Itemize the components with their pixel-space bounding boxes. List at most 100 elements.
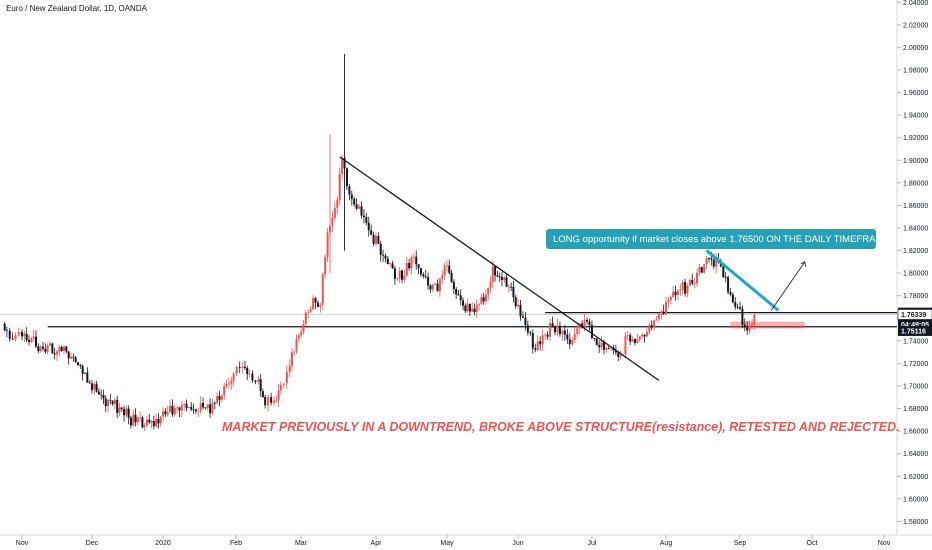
- price-tick-label: 1.70000: [903, 384, 928, 391]
- candle-body: [729, 292, 732, 295]
- candle-body: [365, 216, 368, 223]
- candle-body: [21, 331, 23, 337]
- candle-body: [554, 327, 556, 333]
- candle-body: [571, 340, 574, 345]
- candle-body: [419, 268, 422, 275]
- candle-body: [429, 285, 432, 290]
- candle-body: [676, 291, 679, 296]
- candle-body: [63, 346, 65, 351]
- candle-body: [241, 366, 244, 368]
- candle-body: [457, 294, 460, 296]
- candle-body: [360, 206, 363, 216]
- candle-body: [370, 230, 373, 235]
- candle-body: [227, 383, 230, 385]
- candle-body: [297, 335, 300, 339]
- candle-body: [141, 417, 144, 428]
- candle-body: [136, 417, 139, 423]
- candle-body: [549, 323, 552, 337]
- candle-body: [494, 266, 497, 276]
- candle-body: [28, 340, 30, 342]
- candle-body: [583, 319, 586, 327]
- candle-body: [333, 208, 336, 218]
- candle-body: [719, 262, 722, 267]
- candle-body: [427, 277, 430, 286]
- candle-body: [295, 338, 298, 352]
- candle-body: [338, 173, 341, 200]
- candle-body: [277, 390, 280, 401]
- candle-body: [602, 342, 605, 350]
- candle-body: [753, 314, 756, 324]
- price-axis[interactable]: [897, 0, 932, 550]
- candle-body: [120, 407, 123, 410]
- candle-body: [403, 275, 406, 280]
- price-tick-label: 1.90000: [903, 158, 928, 165]
- arrow-head-icon: [800, 261, 807, 267]
- candle-body: [139, 417, 142, 419]
- candle-body: [526, 325, 529, 333]
- candle-body: [441, 275, 444, 279]
- candle-body: [487, 287, 490, 295]
- price-tick-label: 1.82000: [903, 248, 928, 255]
- candle-body: [35, 336, 37, 347]
- candle-body: [645, 331, 648, 337]
- candle-body: [197, 410, 200, 412]
- candle-body: [705, 258, 708, 265]
- price-tick-label: 1.72000: [903, 361, 928, 368]
- price-tick-label: 2.04000: [903, 0, 928, 7]
- candle-body: [95, 383, 98, 392]
- candle-body: [593, 338, 596, 340]
- price-tick-label: 1.68000: [903, 406, 928, 413]
- candle-body: [686, 285, 689, 294]
- candle-body: [132, 414, 135, 426]
- candle-body: [190, 406, 193, 410]
- candle-body: [681, 282, 684, 290]
- candle-body: [56, 351, 58, 355]
- candle-body: [264, 397, 267, 406]
- candle-body: [171, 405, 174, 415]
- candle-body: [72, 356, 75, 358]
- candle-body: [389, 263, 392, 265]
- candle-body: [60, 346, 63, 351]
- candle-body: [143, 425, 146, 428]
- candle-body: [257, 379, 260, 382]
- price-tick-label: 1.62000: [903, 474, 928, 481]
- candle-body: [285, 371, 288, 384]
- candle-body: [11, 338, 14, 340]
- candle-body: [600, 342, 603, 348]
- price-tick-label: 1.64000: [903, 451, 928, 458]
- candle-body: [319, 304, 322, 307]
- candle-body: [348, 186, 351, 195]
- candle-body: [316, 302, 319, 307]
- candle-body: [382, 254, 385, 256]
- candle-body: [546, 334, 549, 337]
- candle-body: [498, 276, 501, 278]
- candle-body: [614, 350, 617, 353]
- candle-body: [734, 302, 737, 307]
- candle-body: [341, 158, 344, 174]
- candle-body: [39, 346, 42, 352]
- price-tick-label: 2.02000: [903, 22, 928, 29]
- candle-body: [696, 272, 699, 284]
- candle-body: [384, 255, 387, 259]
- candle-body: [3, 323, 6, 331]
- candle-body: [104, 398, 107, 407]
- candle-body: [595, 338, 598, 345]
- candle-body: [531, 332, 534, 349]
- candle-body: [53, 353, 56, 355]
- candle-body: [116, 399, 119, 413]
- candle-body: [610, 347, 613, 349]
- candle-body: [482, 297, 485, 302]
- candle-body: [731, 294, 734, 303]
- candle-body: [273, 400, 276, 403]
- candle-body: [127, 408, 130, 418]
- candle-body: [748, 325, 751, 331]
- candle-body: [703, 264, 706, 273]
- candle-body: [464, 305, 467, 312]
- candle-body: [374, 235, 377, 244]
- time-tick-label: Apr: [371, 540, 383, 547]
- candle-body: [192, 409, 195, 411]
- candle-body: [157, 419, 160, 424]
- candle-body: [102, 394, 105, 399]
- candle-body: [693, 283, 696, 285]
